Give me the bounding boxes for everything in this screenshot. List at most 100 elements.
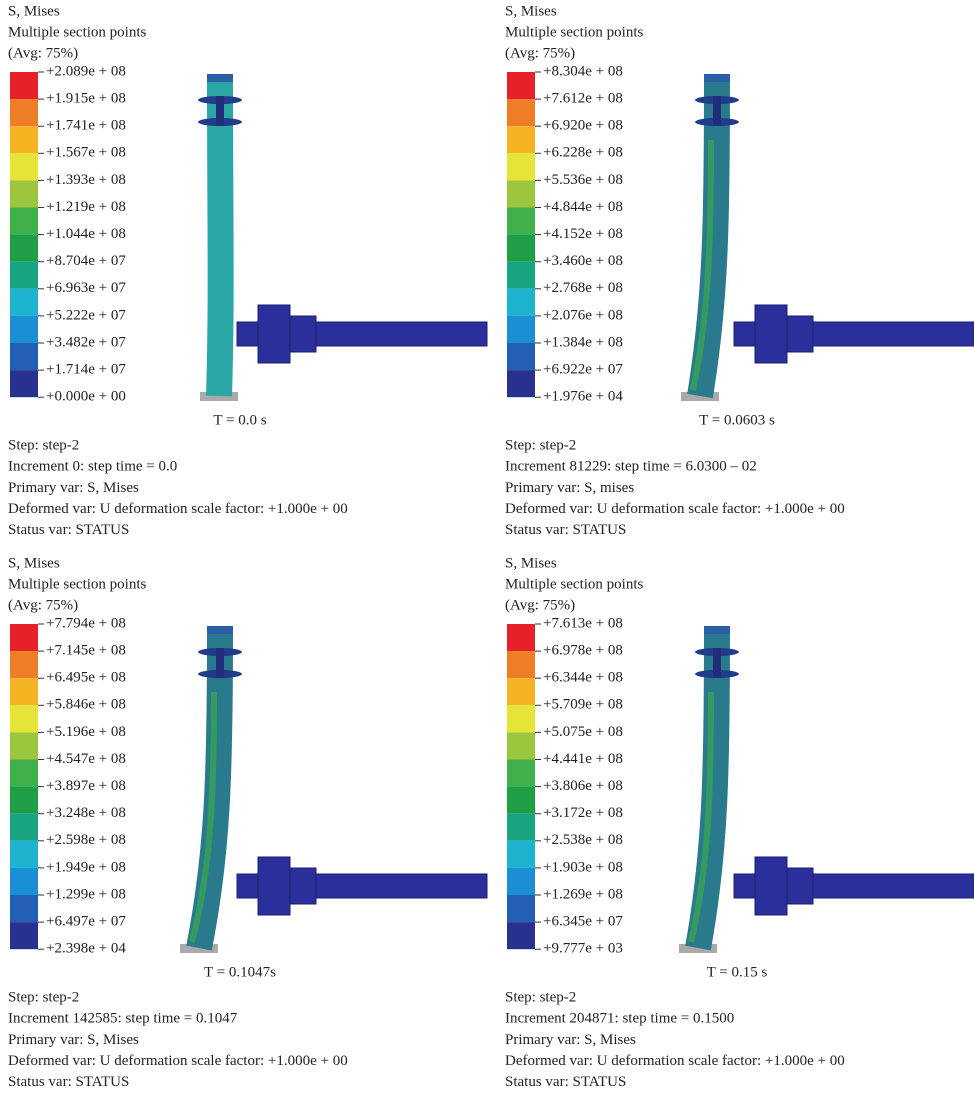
- legend-swatch: [507, 678, 535, 706]
- legend-label: +5.196e + 08: [46, 724, 126, 740]
- legend-swatch: [507, 705, 535, 733]
- legend-swatch: [10, 705, 38, 733]
- time-label: T = 0.15 s: [707, 964, 768, 980]
- legend-label: +2.538e + 08: [543, 832, 623, 848]
- column: [685, 629, 730, 951]
- legend-swatch: [507, 207, 535, 235]
- legend-swatch: [10, 759, 38, 787]
- legend-swatch: [10, 315, 38, 343]
- legend-subtitle: Multiple section points: [8, 576, 146, 592]
- legend-label: +5.075e + 08: [543, 724, 623, 740]
- column: [186, 629, 233, 951]
- legend-subtitle: Multiple section points: [505, 576, 643, 592]
- legend-swatch: [507, 315, 535, 343]
- legend-label: +3.482e + 07: [46, 334, 126, 350]
- legend-swatch: [10, 867, 38, 895]
- legend-swatch: [10, 126, 38, 154]
- info-line: Deformed var: U deformation scale factor…: [8, 1053, 348, 1069]
- legend-swatch: [507, 153, 535, 181]
- info-line: Primary var: S, Mises: [8, 480, 139, 496]
- legend-swatch: [507, 343, 535, 371]
- legend-label: +5.222e + 07: [46, 307, 126, 323]
- legend-swatch: [10, 786, 38, 814]
- legend-label: +1.384e + 08: [543, 334, 623, 350]
- legend-title: S, Mises: [8, 3, 60, 19]
- column-stress: [688, 691, 714, 943]
- legend-label: +6.497e + 07: [46, 914, 126, 930]
- legend-label: +5.536e + 08: [543, 172, 623, 188]
- legend-swatch: [507, 922, 535, 950]
- legend-swatch: [507, 180, 535, 208]
- legend-label: +4.152e + 08: [543, 226, 623, 242]
- info-line: Step: step-2: [505, 989, 576, 1005]
- legend-swatch: [507, 126, 535, 154]
- legend-label: +5.709e + 08: [543, 697, 623, 713]
- legend-label: +9.777e + 03: [543, 941, 623, 957]
- legend-label: +1.714e + 07: [46, 362, 126, 378]
- legend-swatch: [507, 370, 535, 398]
- legend-label: +3.248e + 08: [46, 805, 126, 821]
- column: [687, 77, 730, 399]
- legend-swatch: [10, 343, 38, 371]
- legend-label: +1.044e + 08: [46, 226, 126, 242]
- legend-label: +6.345e + 07: [543, 914, 623, 930]
- legend-swatch: [10, 922, 38, 950]
- legend-title: S, Mises: [505, 555, 557, 571]
- legend-label: +3.897e + 08: [46, 778, 126, 794]
- legend-swatch: [507, 624, 535, 652]
- legend-swatch: [507, 840, 535, 868]
- info-line: Step: step-2: [8, 437, 79, 453]
- legend-swatch: [10, 207, 38, 235]
- info-line: Increment 81229: step time = 6.0300 – 02: [505, 459, 757, 475]
- legend-swatch: [507, 813, 535, 841]
- legend-avg: (Avg: 75%): [505, 45, 575, 61]
- legend-swatch: [10, 72, 38, 100]
- info-line: Increment 142585: step time = 0.1047: [8, 1011, 238, 1027]
- legend-swatch: [507, 895, 535, 923]
- legend-label: +4.547e + 08: [46, 751, 126, 767]
- legend-swatch: [507, 732, 535, 760]
- base-plate: [200, 392, 238, 401]
- column-top: [207, 626, 233, 634]
- legend-swatch: [10, 153, 38, 181]
- legend-subtitle: Multiple section points: [8, 24, 146, 40]
- info-line: Step: step-2: [505, 437, 576, 453]
- info-line: Primary var: S, Mises: [8, 1032, 139, 1048]
- legend-label: +2.089e + 08: [46, 63, 126, 79]
- legend-swatch: [10, 895, 38, 923]
- panel: S, Mises Multiple section points (Avg: 75%…: [8, 555, 488, 1090]
- legend-label: +8.304e + 08: [543, 63, 623, 79]
- time-label: T = 0.0603 s: [699, 412, 775, 428]
- legend-avg: (Avg: 75%): [505, 597, 575, 613]
- column-top: [704, 74, 730, 82]
- info-line: Primary var: S, Mises: [505, 1032, 636, 1048]
- legend-label: +7.794e + 08: [46, 615, 126, 631]
- legend-title: S, Mises: [505, 3, 557, 19]
- panel: S, Mises Multiple section points (Avg: 75%…: [505, 555, 974, 1090]
- legend-label: +7.145e + 08: [46, 643, 126, 659]
- legend-label: +6.963e + 07: [46, 280, 126, 296]
- legend-label: +6.978e + 08: [543, 643, 623, 659]
- legend-label: +1.393e + 08: [46, 172, 126, 188]
- info-line: Increment 204871: step time = 0.1500: [505, 1011, 734, 1027]
- legend-swatch: [10, 261, 38, 289]
- info-line: Status var: STATUS: [8, 522, 129, 538]
- legend-label: +5.846e + 08: [46, 697, 126, 713]
- legend-title: S, Mises: [8, 555, 60, 571]
- legend-swatch: [507, 99, 535, 127]
- beam-block: [289, 315, 317, 353]
- legend-label: +4.441e + 08: [543, 751, 623, 767]
- legend-label: +3.460e + 08: [543, 253, 623, 269]
- base-plate: [679, 944, 717, 953]
- beam-block: [786, 315, 814, 353]
- panel: S, Mises Multiple section points (Avg: 75%…: [8, 3, 488, 538]
- legend-label: +1.741e + 08: [46, 118, 126, 134]
- beam-block: [786, 867, 814, 905]
- legend-swatch: [10, 813, 38, 841]
- legend-label: +0.000e + 00: [46, 389, 126, 405]
- info-line: Status var: STATUS: [505, 1074, 626, 1090]
- legend-label: +2.076e + 08: [543, 307, 623, 323]
- legend-label: +1.976e + 04: [543, 389, 623, 405]
- legend-swatch: [10, 180, 38, 208]
